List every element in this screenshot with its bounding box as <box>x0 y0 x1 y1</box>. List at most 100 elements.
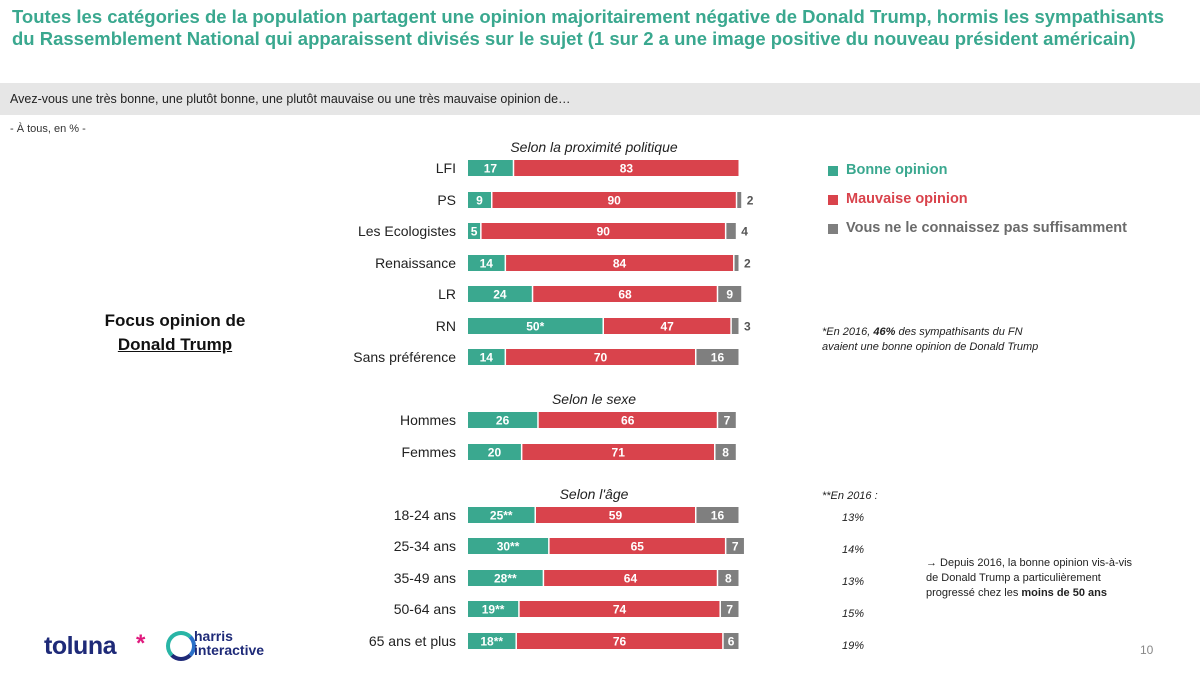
focus-line1: Focus opinion de <box>104 311 246 330</box>
bar-bad <box>536 507 695 523</box>
data-label-unknown: 3 <box>744 320 751 334</box>
row-label: 35-49 ans <box>394 570 456 586</box>
bar-unknown <box>715 444 736 460</box>
legend-swatch-good <box>828 166 838 176</box>
bar-bad <box>516 633 723 649</box>
note-trend-line1: → Depuis 2016, la bonne opinion vis-à-vi… <box>926 557 1133 569</box>
note-fn-suffix: des sympathisants du FN <box>895 326 1023 338</box>
bar-unknown <box>718 570 739 586</box>
data-label-unknown: 7 <box>732 540 739 554</box>
bar-good <box>468 349 505 365</box>
bar-unknown <box>723 633 739 649</box>
focus-line2: Donald Trump <box>117 335 233 354</box>
bar-good <box>468 192 491 208</box>
data-label-unknown: 8 <box>725 572 732 586</box>
logo-harris: harris interactive <box>194 629 264 657</box>
note-2016-age-title: **En 2016 : <box>822 490 878 502</box>
data-label-bad: 90 <box>597 225 611 239</box>
note-2016-fn: *En 2016, 46% des sympathisants du FN av… <box>822 325 1038 355</box>
data-label-good: 50* <box>526 320 544 334</box>
data-label-bad: 70 <box>594 351 608 365</box>
bar-good <box>468 318 603 334</box>
bar-unknown <box>734 255 739 271</box>
row-label: LR <box>438 286 456 302</box>
data-label-unknown: 2 <box>747 194 754 208</box>
data-label-bad: 71 <box>612 446 626 460</box>
logo-ring-icon <box>166 631 196 661</box>
note-fn-prefix: *En 2016, <box>822 326 874 338</box>
data-label-bad: 64 <box>624 572 638 586</box>
data-label-bad: 66 <box>621 414 635 428</box>
row-label: 65 ans et plus <box>369 633 456 649</box>
note-2016-age-value: 13% <box>842 512 865 524</box>
data-label-unknown: 7 <box>724 414 731 428</box>
note-trend-line3-prefix: progressé chez les <box>926 587 1022 599</box>
row-label: PS <box>437 192 456 208</box>
data-label-bad: 90 <box>607 194 621 208</box>
note-fn-line2: avaient une bonne opinion de Donald Trum… <box>822 341 1039 353</box>
bar-good <box>468 444 521 460</box>
row-label: LFI <box>436 160 456 176</box>
data-label-unknown: 2 <box>744 257 751 271</box>
data-label-good: 9 <box>476 194 483 208</box>
bar-bad <box>549 538 725 554</box>
bar-good <box>468 223 481 239</box>
data-label-good: 5 <box>471 225 478 239</box>
bar-unknown <box>696 507 739 523</box>
legend-label-unknown: Vous ne le connaissez pas suffisamment <box>846 220 1127 236</box>
note-fn-bold: 46% <box>873 326 896 338</box>
data-label-unknown: 8 <box>722 446 729 460</box>
bar-unknown <box>696 349 739 365</box>
group-title: Selon le sexe <box>552 391 636 407</box>
logo-harris-line2: interactive <box>194 642 265 658</box>
data-label-good: 18** <box>480 635 503 649</box>
bar-good <box>468 538 549 554</box>
bar-bad <box>481 223 725 239</box>
bar-bad <box>492 192 736 208</box>
note-2016-age-value: 19% <box>842 640 865 652</box>
data-label-unknown: 16 <box>711 509 725 523</box>
group-title: Selon la proximité politique <box>510 139 678 155</box>
note-trend-line2: de Donald Trump a particulièrement <box>926 572 1101 584</box>
bar-unknown <box>726 223 736 239</box>
legend-label-bad: Mauvaise opinion <box>846 191 968 207</box>
row-label: Sans préférence <box>353 349 456 365</box>
bar-good <box>468 601 519 617</box>
note-2016-age-value: 14% <box>842 544 865 556</box>
data-label-good: 25** <box>490 509 513 523</box>
row-label: Femmes <box>402 444 456 460</box>
bar-bad <box>522 444 715 460</box>
data-label-unknown: 16 <box>711 351 725 365</box>
question-text: Avez-vous une très bonne, une plutôt bon… <box>10 92 571 106</box>
bar-unknown <box>731 318 739 334</box>
bar-good <box>468 570 543 586</box>
bar-bad <box>533 286 717 302</box>
data-label-bad: 65 <box>631 540 645 554</box>
data-label-unknown: 6 <box>728 635 735 649</box>
row-label: RN <box>436 318 456 334</box>
data-label-bad: 59 <box>609 509 623 523</box>
legend-swatch-unknown <box>828 224 838 234</box>
note-2016-age-value: 15% <box>842 608 865 620</box>
page-title: Toutes les catégories de la population p… <box>12 6 1165 49</box>
legend-swatch-bad <box>828 195 838 205</box>
bar-bad <box>506 255 734 271</box>
bar-bad <box>506 349 695 365</box>
data-label-unknown: 9 <box>726 288 733 302</box>
data-label-good: 26 <box>496 414 510 428</box>
data-label-good: 20 <box>488 446 502 460</box>
bar-bad <box>514 160 739 176</box>
data-label-good: 24 <box>493 288 507 302</box>
data-label-bad: 47 <box>660 320 674 334</box>
bar-unknown <box>718 412 736 428</box>
group-title: Selon l'âge <box>560 486 629 502</box>
data-label-bad: 83 <box>620 162 634 176</box>
bar-unknown <box>720 601 739 617</box>
note-2016-age-value: 13% <box>842 576 865 588</box>
note-trend: → Depuis 2016, la bonne opinion vis-à-vi… <box>926 556 1132 601</box>
data-label-bad: 76 <box>613 635 627 649</box>
row-label: Hommes <box>400 412 456 428</box>
data-label-good: 30** <box>497 540 520 554</box>
bar-bad <box>538 412 717 428</box>
logo-star-icon: * <box>136 630 146 657</box>
